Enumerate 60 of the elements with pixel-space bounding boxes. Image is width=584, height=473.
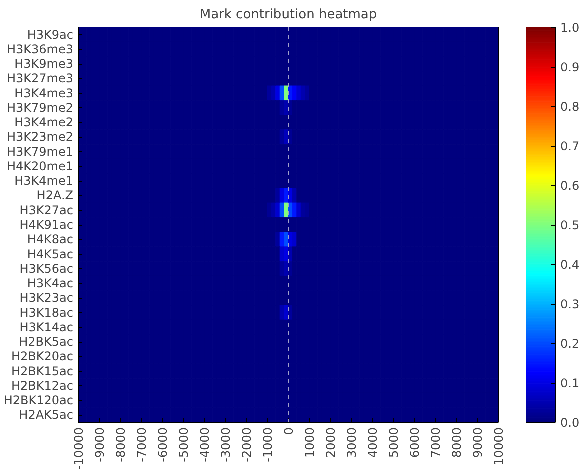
y-tick-label: H3K9ac — [27, 28, 74, 42]
y-tick-label: H4K5ac — [27, 247, 74, 262]
y-tick-label: H3K36me3 — [6, 42, 74, 56]
color-bar-label: 0.8 — [560, 100, 580, 114]
y-tick-label: H3K23me2 — [6, 130, 74, 144]
y-tick-label: H3K4ac — [27, 276, 74, 291]
y-tick-label: H2A.Z — [36, 188, 74, 203]
y-tick-label: H3K23ac — [20, 291, 74, 306]
x-tick-label: 6000 — [408, 427, 422, 458]
x-tick-label: 3000 — [345, 427, 359, 458]
x-tick-label: -3000 — [219, 427, 233, 462]
color-bar-label: 1.0 — [560, 21, 580, 35]
y-tick-label: H3K14ac — [20, 320, 74, 334]
x-tick-label: -1000 — [261, 427, 275, 462]
x-tick-label: 7000 — [429, 427, 443, 458]
x-tick-label: 5000 — [387, 427, 401, 458]
color-bar-label: 0.1 — [560, 376, 580, 390]
y-tick-label: H2AK5ac — [19, 408, 74, 422]
color-bar-label: 0.0 — [560, 416, 580, 430]
y-tick-label: H3K18ac — [20, 306, 74, 320]
x-tick-label: -6000 — [156, 427, 170, 462]
color-bar-label: 0.9 — [560, 60, 580, 74]
y-tick-label: H2BK15ac — [12, 364, 74, 378]
y-tick-label: H3K56ac — [20, 262, 74, 276]
y-tick-label: H4K8ac — [27, 232, 74, 247]
x-tick-label: 1000 — [303, 427, 317, 458]
y-tick-label: H4K91ac — [20, 218, 74, 232]
color-bar-label: 0.6 — [560, 179, 580, 193]
x-tick-label: -4000 — [198, 427, 212, 462]
y-tick-label: H2BK120ac — [4, 394, 74, 408]
color-bar-label: 0.7 — [560, 140, 580, 154]
y-tick-label: H3K4me2 — [14, 116, 74, 130]
y-tick-label: H3K27me3 — [6, 72, 74, 86]
y-tick-label: H3K79me2 — [6, 100, 74, 115]
y-tick-label: H3K79me1 — [6, 144, 74, 159]
x-tick-label: -10000 — [72, 427, 86, 470]
y-tick-label: H2BK5ac — [19, 335, 74, 350]
y-tick-label: H2BK12ac — [12, 378, 74, 393]
y-tick-label: H2BK20ac — [12, 350, 74, 364]
color-bar-label: 0.5 — [560, 218, 580, 232]
color-bar-label: 0.4 — [560, 258, 580, 272]
x-tick-label: -2000 — [240, 427, 254, 462]
x-tick-label: 9000 — [471, 427, 485, 458]
y-tick-label: H3K4me3 — [14, 86, 74, 100]
x-tick-label: 0 — [282, 427, 296, 436]
x-tick-label: 8000 — [450, 427, 464, 458]
y-tick-label: H3K9me3 — [14, 57, 74, 72]
y-tick-label: H3K4me1 — [14, 174, 74, 188]
x-tick-label: -7000 — [135, 427, 149, 462]
x-tick-label: -8000 — [114, 427, 128, 462]
y-tick-label: H4K20me1 — [6, 159, 74, 174]
color-bar-label: 0.3 — [560, 298, 580, 312]
x-tick-label: 2000 — [324, 427, 338, 458]
y-tick-label: H3K27ac — [20, 203, 74, 218]
x-tick-label: 4000 — [366, 427, 380, 458]
x-tick-label: 10000 — [492, 427, 506, 466]
x-tick-label: -9000 — [93, 427, 107, 462]
chart-title: Mark contribution heatmap — [200, 8, 378, 22]
color-bar-label: 0.2 — [560, 337, 580, 351]
x-tick-label: -5000 — [177, 427, 191, 462]
